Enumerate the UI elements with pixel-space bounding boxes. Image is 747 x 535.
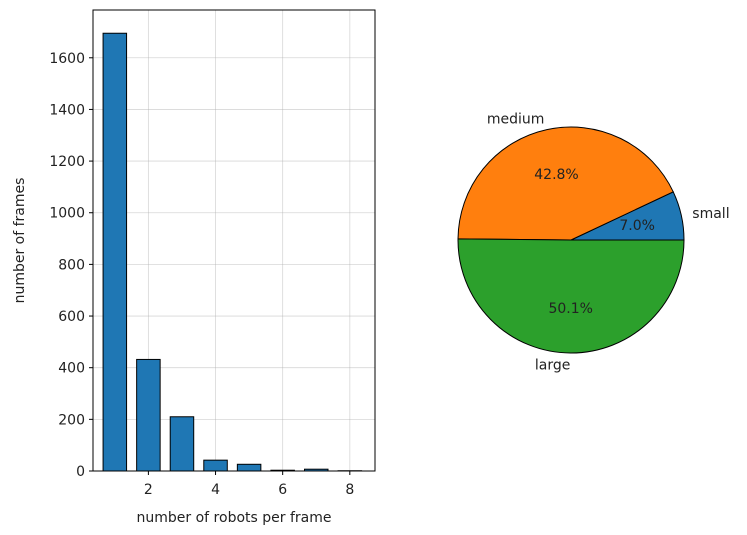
pie-slice-medium xyxy=(457,126,674,241)
x-tick-label: 8 xyxy=(345,482,354,498)
y-ticks: 0 200 400 600 800 1000 1200 1400 1600 xyxy=(49,51,93,480)
x-tick-label: 6 xyxy=(278,482,287,498)
pie-slices xyxy=(457,126,685,354)
pie-label-large: large xyxy=(535,357,570,373)
plot-frame xyxy=(92,9,376,472)
pie-label-small: small xyxy=(692,206,729,222)
y-tick-label: 1000 xyxy=(49,206,85,222)
bar xyxy=(102,32,128,472)
bar xyxy=(203,459,228,472)
bar xyxy=(136,358,161,472)
y-tick-label: 0 xyxy=(76,464,85,480)
x-axis-label: number of robots per frame xyxy=(137,510,332,526)
x-tick-label: 2 xyxy=(144,482,153,498)
pie-pct-large: 50.1% xyxy=(548,301,592,317)
y-tick-label: 800 xyxy=(58,257,85,273)
bars xyxy=(102,32,363,472)
y-axis-label: number of frames xyxy=(12,178,28,304)
bar xyxy=(169,416,195,472)
x-tick-label: 4 xyxy=(211,482,220,498)
bar xyxy=(236,463,262,472)
y-tick-label: 600 xyxy=(58,309,85,325)
pie-label-medium: medium xyxy=(487,112,545,128)
bar-chart: 2 4 6 8 0 200 400 600 800 1000 1200 1400 1600 numbe… xyxy=(12,9,376,526)
pie-pct-small: 7.0% xyxy=(619,218,655,234)
pie-chart: small 7.0% medium 42.8% large 50.1% xyxy=(457,112,730,374)
y-tick-label: 400 xyxy=(58,361,85,377)
x-ticks: 2 4 6 8 xyxy=(144,471,354,498)
y-tick-label: 200 xyxy=(58,412,85,428)
pie-pct-medium: 42.8% xyxy=(534,167,578,183)
y-tick-label: 1600 xyxy=(49,51,85,67)
pie-slice-large xyxy=(457,238,685,354)
pie-labels: small 7.0% medium 42.8% large 50.1% xyxy=(487,112,730,374)
y-tick-label: 1200 xyxy=(49,154,85,170)
grid-lines xyxy=(93,10,375,472)
y-tick-label: 1400 xyxy=(49,102,85,118)
